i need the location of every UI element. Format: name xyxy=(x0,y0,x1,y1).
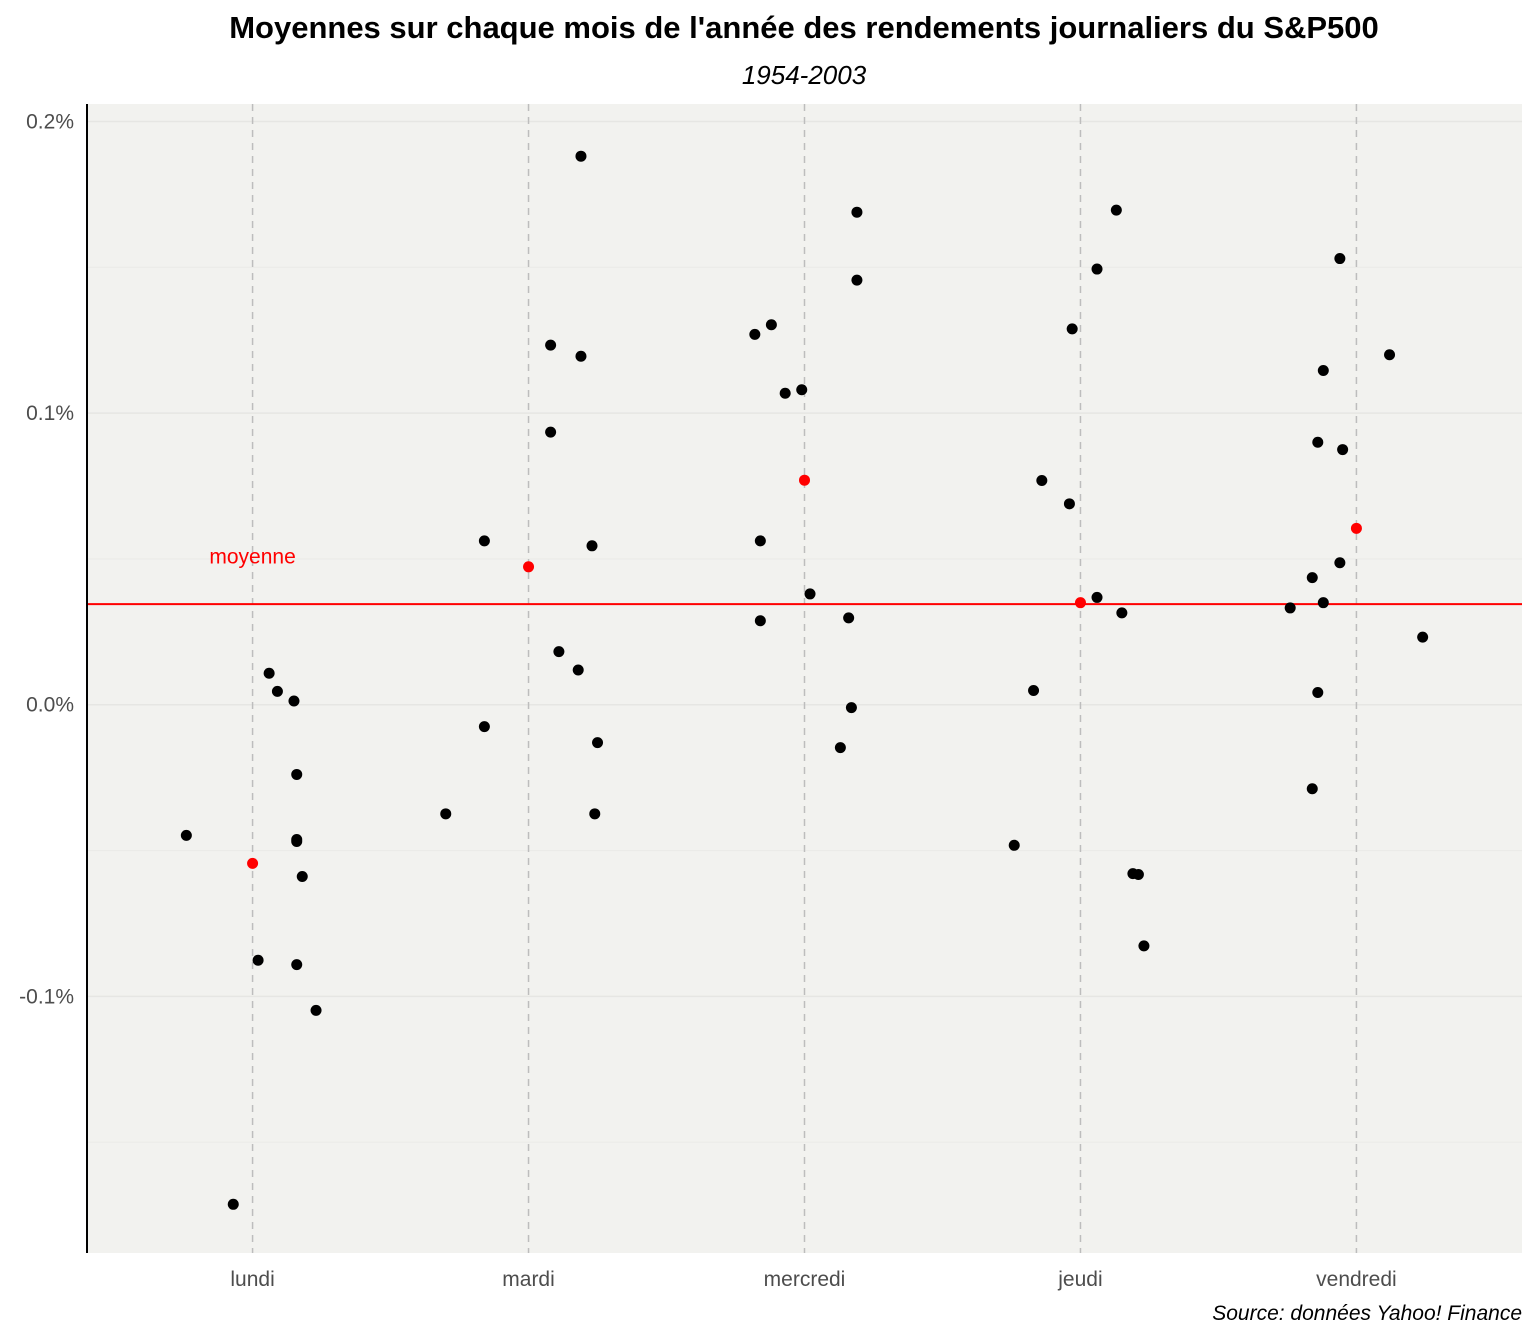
data-point xyxy=(1306,783,1318,795)
y-tick-label: -0.1% xyxy=(19,985,74,1008)
mean-point xyxy=(799,474,810,486)
minor-gridlines xyxy=(87,266,1522,1143)
data-point xyxy=(227,1198,239,1210)
data-point xyxy=(1317,365,1329,377)
y-tick-labels: 0.2% 0.1% 0.0% -0.1% xyxy=(19,110,74,1008)
data-point xyxy=(592,737,604,749)
data-point xyxy=(180,829,192,841)
mean-point xyxy=(1350,522,1362,534)
data-point xyxy=(545,426,557,438)
y-tick-label: 0.2% xyxy=(26,110,74,133)
data-point xyxy=(291,833,303,845)
data-point xyxy=(754,535,766,547)
y-tick-label: 0.0% xyxy=(26,694,74,717)
data-point xyxy=(291,959,303,971)
data-point xyxy=(1312,686,1324,698)
data-point xyxy=(586,540,598,552)
mean-point xyxy=(523,561,535,573)
mean-point xyxy=(1074,597,1086,609)
data-point xyxy=(779,387,791,399)
data-point xyxy=(575,150,587,162)
x-tick-label: lundi xyxy=(230,1268,274,1291)
chart-title: Moyennes sur chaque mois de l'année des … xyxy=(229,10,1379,45)
data-point xyxy=(765,319,777,331)
category-dashed-lines xyxy=(251,104,1358,1253)
data-point xyxy=(575,350,587,362)
data-point xyxy=(478,721,490,733)
data-point xyxy=(1066,323,1078,335)
data-point xyxy=(834,742,846,754)
y-tick-label: 0.1% xyxy=(26,402,74,425)
x-tick-label: mercredi xyxy=(764,1268,846,1291)
data-point xyxy=(572,664,584,676)
data-point xyxy=(1091,263,1103,275)
data-point xyxy=(851,206,863,218)
data-point xyxy=(749,328,761,340)
mean-point xyxy=(247,857,259,869)
data-point xyxy=(553,646,565,658)
data-point xyxy=(1028,684,1040,696)
data-point xyxy=(845,702,857,714)
data-point xyxy=(1138,940,1150,952)
data-point xyxy=(291,768,303,780)
data-point xyxy=(1312,436,1324,448)
chart-caption: Source: données Yahoo! Finance xyxy=(1212,1302,1522,1325)
data-point xyxy=(1334,253,1346,265)
data-point xyxy=(263,667,275,679)
x-tick-label: mardi xyxy=(502,1268,555,1291)
data-point xyxy=(1116,607,1128,619)
mean-annotation: moyenne xyxy=(209,545,295,568)
chart-subtitle: 1954-2003 xyxy=(741,60,867,90)
data-points xyxy=(180,150,1429,1210)
x-tick-labels: lundi mardi mercredi jeudi vendredi xyxy=(230,1268,1396,1291)
data-point xyxy=(1284,602,1296,614)
data-point xyxy=(796,384,808,396)
data-point xyxy=(545,339,557,351)
data-point xyxy=(478,535,490,547)
data-point xyxy=(1036,474,1048,486)
data-point xyxy=(1384,349,1396,361)
data-point xyxy=(1337,444,1349,456)
data-point xyxy=(843,612,855,624)
x-tick-label: jeudi xyxy=(1057,1268,1102,1291)
data-point xyxy=(252,954,264,966)
data-point xyxy=(271,685,283,697)
data-point xyxy=(1132,868,1144,880)
data-point xyxy=(1110,204,1122,216)
data-point xyxy=(1063,498,1075,510)
data-point xyxy=(1334,557,1346,569)
data-point xyxy=(1306,572,1318,584)
data-point xyxy=(440,808,452,820)
data-point xyxy=(851,274,863,286)
data-point xyxy=(296,871,308,883)
data-point xyxy=(310,1004,322,1016)
data-point xyxy=(1091,591,1103,603)
x-tick-label: vendredi xyxy=(1316,1268,1397,1291)
data-point xyxy=(1417,631,1429,643)
data-point xyxy=(288,695,300,707)
data-point xyxy=(804,588,816,600)
category-mean-points xyxy=(247,474,1362,869)
data-point xyxy=(589,808,601,820)
data-point xyxy=(1317,597,1329,609)
data-point xyxy=(1008,839,1020,851)
data-point xyxy=(754,615,766,627)
